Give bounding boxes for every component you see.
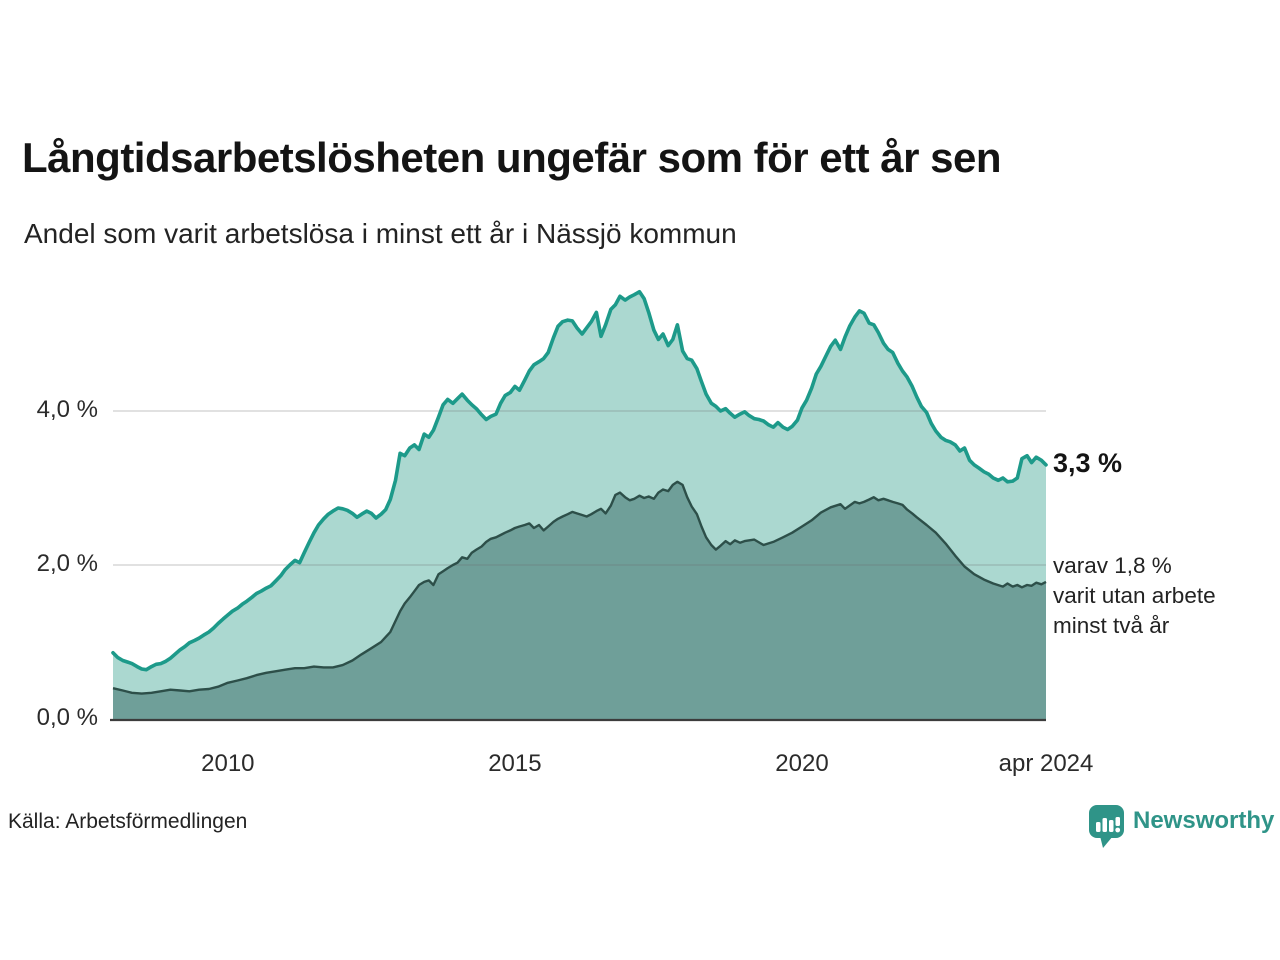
secondary-value-annotation: varav 1,8 % varit utan arbete minst två … bbox=[1053, 551, 1216, 641]
y-axis-label-2: 2,0 % bbox=[36, 550, 98, 577]
newsworthy-logo: Newsworthy bbox=[1088, 804, 1274, 850]
series-total-line bbox=[111, 289, 1048, 672]
page-title: Långtidsarbetslösheten ungefär som för e… bbox=[22, 134, 1002, 181]
x-axis-label-apr-2024: apr 2024 bbox=[998, 750, 1094, 777]
x-axis-label-2015: 2015 bbox=[488, 750, 542, 777]
source-attribution: Källa: Arbetsförmedlingen bbox=[8, 810, 248, 833]
series-two-years-line bbox=[112, 480, 1047, 695]
chart-subtitle: Andel som varit arbetslösa i minst ett å… bbox=[24, 218, 737, 249]
y-axis-label-0: 0,0 % bbox=[36, 704, 98, 731]
newsworthy-logo-icon bbox=[1089, 805, 1124, 848]
latest-value-label: 3,3 % bbox=[1053, 448, 1123, 478]
series-two-years-area-fill bbox=[113, 481, 1046, 719]
x-axis-label-2010: 2010 bbox=[201, 750, 255, 777]
secondary-annotation-line-3: minst två år bbox=[1053, 613, 1170, 638]
newsworthy-logo-text: Newsworthy bbox=[1133, 807, 1275, 834]
y-axis-label-4: 4,0 % bbox=[36, 396, 98, 423]
secondary-annotation-line-1: varav 1,8 % bbox=[1053, 553, 1172, 578]
x-axis-label-2020: 2020 bbox=[775, 750, 829, 777]
secondary-annotation-line-2: varit utan arbete bbox=[1053, 583, 1216, 608]
